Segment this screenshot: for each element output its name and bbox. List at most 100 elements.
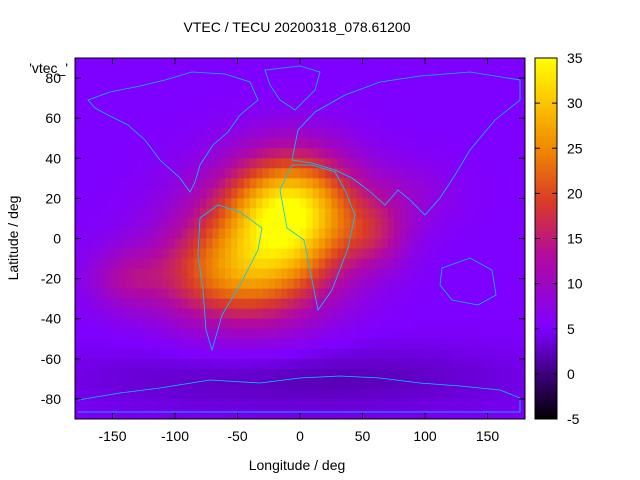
heatmap-cell — [500, 168, 507, 179]
heatmap-cell — [375, 168, 382, 179]
heatmap-cell — [312, 378, 320, 390]
heatmap-cell — [93, 248, 101, 260]
heatmap-cell — [318, 398, 326, 410]
heatmap-cell — [250, 188, 257, 199]
heatmap-cell — [387, 378, 395, 390]
heatmap-cell — [118, 168, 126, 179]
heatmap-cell — [225, 238, 232, 250]
heatmap-cell — [218, 298, 226, 310]
heatmap-cell — [381, 208, 389, 220]
heatmap-cell — [381, 168, 389, 179]
heatmap-cell — [131, 128, 139, 139]
heatmap-cell — [475, 58, 482, 69]
heatmap-cell — [112, 58, 120, 69]
heatmap-cell — [368, 208, 376, 220]
heatmap-cell — [456, 98, 464, 109]
heatmap-cell — [225, 248, 232, 260]
heatmap-cell — [118, 348, 126, 360]
heatmap-cell — [493, 208, 501, 220]
heatmap-cell — [450, 268, 457, 280]
heatmap-cell — [406, 248, 414, 260]
heatmap-cell — [306, 148, 314, 159]
heatmap-cell — [168, 268, 176, 280]
heatmap-cell — [275, 358, 282, 370]
heatmap-cell — [100, 218, 107, 230]
heatmap-cell — [362, 208, 370, 220]
heatmap-cell — [75, 278, 82, 290]
heatmap-cell — [450, 288, 457, 300]
heatmap-cell — [87, 108, 95, 119]
heatmap-cell — [431, 58, 439, 69]
heatmap-cell — [368, 388, 376, 400]
heatmap-cell — [512, 348, 520, 360]
heatmap-cell — [337, 268, 345, 280]
heatmap-cell — [462, 168, 470, 179]
heatmap-cell — [406, 308, 414, 320]
heatmap-cell — [237, 288, 245, 300]
heatmap-cell — [400, 158, 407, 169]
heatmap-cell — [325, 318, 332, 330]
heatmap-cell — [181, 98, 189, 109]
heatmap-cell — [262, 348, 270, 360]
heatmap-cell — [450, 178, 457, 189]
heatmap-cell — [106, 368, 114, 380]
heatmap-cell — [500, 368, 507, 380]
heatmap-cell — [262, 298, 270, 310]
y-tick-label: 60 — [45, 110, 61, 126]
heatmap-cell — [400, 228, 407, 240]
heatmap-cell — [325, 228, 332, 240]
heatmap-cell — [231, 208, 239, 220]
heatmap-cell — [218, 328, 226, 340]
heatmap-cell — [275, 298, 282, 310]
heatmap-cell — [512, 408, 520, 419]
heatmap-cell — [487, 398, 495, 410]
heatmap-cell — [175, 268, 182, 280]
heatmap-cell — [356, 98, 364, 109]
heatmap-cell — [362, 188, 370, 199]
heatmap-cell — [462, 58, 470, 69]
heatmap-cell — [306, 178, 314, 189]
heatmap-cell — [293, 348, 301, 360]
heatmap-cell — [481, 398, 489, 410]
heatmap-cell — [418, 288, 426, 300]
heatmap-cell — [131, 238, 139, 250]
heatmap-cell — [293, 58, 301, 69]
heatmap-cell — [331, 148, 339, 159]
heatmap-cell — [331, 168, 339, 179]
heatmap-cell — [75, 248, 82, 260]
heatmap-cell — [412, 388, 420, 400]
heatmap-cell — [456, 298, 464, 310]
heatmap-cell — [406, 278, 414, 290]
heatmap-cell — [168, 88, 176, 99]
heatmap-cell — [262, 238, 270, 250]
heatmap-cell — [81, 308, 89, 320]
heatmap-cell — [131, 248, 139, 260]
heatmap-cell — [125, 68, 132, 79]
heatmap-cell — [137, 218, 145, 230]
heatmap-cell — [187, 398, 195, 410]
heatmap-cell — [262, 138, 270, 149]
heatmap-cell — [356, 398, 364, 410]
heatmap-cell — [487, 188, 495, 199]
heatmap-cell — [181, 258, 189, 270]
heatmap-cell — [206, 378, 214, 390]
x-axis-ticks: -150 -100 -50 0 50 100 150 — [98, 58, 499, 444]
heatmap-cell — [193, 268, 201, 280]
heatmap-cell — [125, 78, 132, 89]
heatmap-cell — [500, 388, 507, 400]
heatmap-cell — [87, 378, 95, 390]
heatmap-cell — [425, 198, 432, 210]
heatmap-cell — [506, 238, 514, 250]
heatmap-cell — [325, 238, 332, 250]
heatmap-cell — [443, 328, 451, 340]
heatmap-cell — [200, 58, 207, 69]
heatmap-cell — [512, 148, 520, 159]
heatmap-cell — [137, 298, 145, 310]
heatmap-cell — [493, 218, 501, 230]
heatmap-cell — [193, 158, 201, 169]
heatmap-cell — [431, 68, 439, 79]
heatmap-cell — [418, 228, 426, 240]
heatmap-cell — [112, 98, 120, 109]
heatmap-cell — [400, 318, 407, 330]
heatmap-cell — [187, 268, 195, 280]
